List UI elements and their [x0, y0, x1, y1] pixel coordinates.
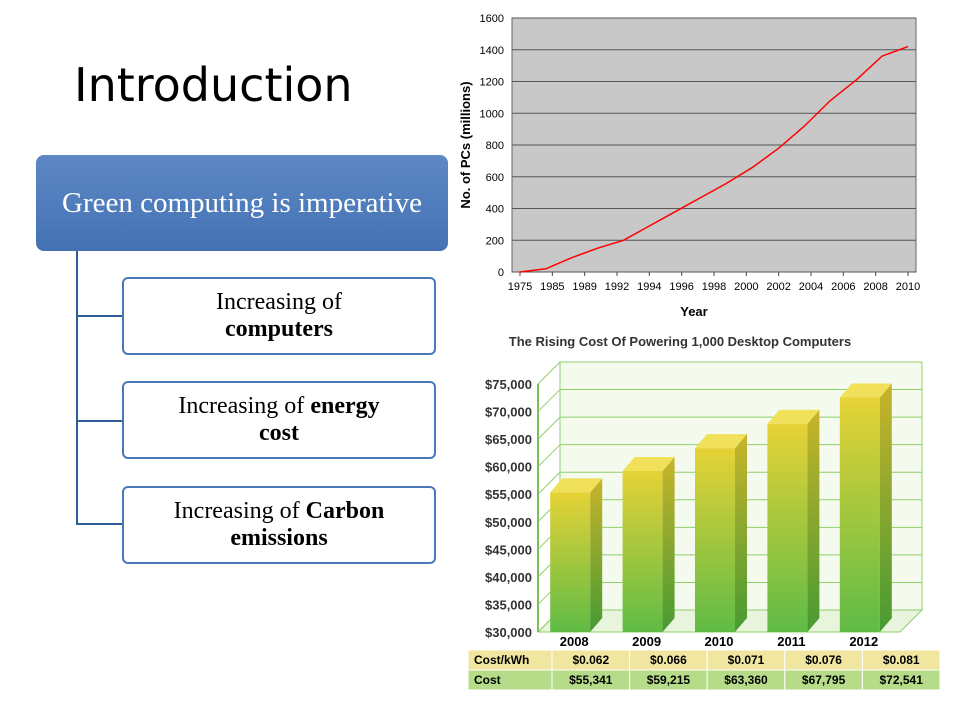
y-tick-label: $75,000: [485, 377, 532, 392]
powering-cost-bar-chart: The Rising Cost Of Powering 1,000 Deskto…: [467, 334, 940, 691]
bar-side: [807, 409, 820, 632]
table-row-label: Cost: [474, 673, 501, 687]
x-tick-label: 1994: [637, 281, 661, 293]
x-tick-label: 1992: [605, 281, 629, 293]
pc-growth-line-chart: 0 200 400 600 800 1000 1200 1400 1600 1975 1985 198…: [458, 13, 920, 319]
table-cell-value: $59,215: [647, 673, 691, 687]
slide-title: Introduction: [74, 58, 353, 112]
x-tick-label: 1985: [540, 281, 564, 293]
connector-branch-2: [76, 420, 122, 422]
bar-top: [695, 434, 747, 449]
child-node-bold-text: energy: [310, 393, 380, 419]
y-tick-label: 1000: [480, 108, 504, 120]
bar: [550, 492, 591, 632]
y-tick-label: 1600: [480, 13, 504, 25]
x-tick-label: 2004: [799, 281, 823, 293]
y-tick-label: 600: [486, 172, 504, 184]
y-tick-label: $40,000: [485, 570, 532, 585]
y-tick-label: $30,000: [485, 625, 532, 640]
table-cell-value: $72,541: [880, 673, 924, 687]
y-axis-label: No. of PCs (millions): [458, 81, 473, 208]
y-tick-label: $35,000: [485, 597, 532, 612]
y-tick-label: 400: [486, 204, 504, 216]
connector-vertical: [76, 251, 78, 524]
table-cell-value: $0.076: [805, 653, 842, 667]
y-tick-label: $50,000: [485, 515, 532, 530]
child-node-computers: Increasing of computers: [122, 277, 436, 355]
child-node-bold-text: computers: [225, 316, 333, 342]
child-node-energy-cost: Increasing of energy cost: [122, 381, 436, 459]
gridline-side: [537, 471, 561, 495]
x-tick-label: 2011: [777, 634, 805, 649]
y-tick-label: $55,000: [485, 487, 532, 502]
y-tick-label: 800: [486, 140, 504, 152]
gridline-side: [537, 361, 561, 385]
y-tick-label: 1200: [480, 77, 504, 89]
child-node-bold-text: Carbon: [305, 498, 385, 524]
child-node-text: Increasing of: [216, 289, 342, 315]
y-tick-label: $65,000: [485, 432, 532, 447]
x-tick-label: 1989: [572, 281, 596, 293]
y-tick-label: $45,000: [485, 542, 532, 557]
hierarchy-diagram: Green computing is imperative Increasing…: [36, 155, 456, 575]
bar-top: [622, 456, 675, 471]
x-tick-label: 2009: [632, 634, 661, 649]
x-axis-label: Year: [680, 304, 707, 319]
bar: [767, 423, 808, 632]
bar-top: [550, 478, 603, 493]
root-node: Green computing is imperative: [36, 155, 448, 251]
bar-side: [735, 434, 747, 632]
table-row-label: Cost/kWh: [474, 653, 529, 667]
table-cell-value: $0.062: [572, 653, 609, 667]
bar-side: [590, 478, 603, 632]
gridline-side: [537, 416, 561, 440]
child-node-carbon-emissions: Increasing of Carbon emissions: [122, 486, 436, 564]
x-tick-label: 2010: [705, 634, 734, 649]
child-node-bold-text: cost: [259, 420, 299, 446]
y-tick-label: $70,000: [485, 405, 532, 420]
bar: [695, 448, 735, 632]
table-cell-value: $0.071: [728, 653, 765, 667]
x-tick-label: 2010: [896, 281, 920, 293]
x-tick-label: 1996: [669, 281, 693, 293]
bar: [839, 397, 880, 632]
y-tick-label: $60,000: [485, 460, 532, 475]
gridline-side: [537, 444, 561, 468]
x-tick-label: 1998: [702, 281, 726, 293]
connector-branch-1: [76, 315, 122, 317]
x-tick-label: 1975: [508, 281, 532, 293]
series-line: [519, 45, 909, 273]
y-tick-label: 0: [498, 267, 504, 279]
bar: [622, 470, 663, 632]
x-tick-label: 2000: [734, 281, 758, 293]
bar-top: [839, 383, 892, 398]
connector-branch-3: [76, 523, 122, 525]
x-tick-label: 2012: [849, 634, 878, 649]
y-tick-label: 1400: [480, 45, 504, 57]
x-tick-label: 2008: [863, 281, 887, 293]
table-cell-value: $67,795: [802, 673, 846, 687]
child-node-bold-text: emissions: [230, 525, 328, 551]
x-tick-label: 2008: [560, 634, 589, 649]
child-node-text: Increasing of: [178, 393, 305, 419]
table-cell-value: $63,360: [724, 673, 768, 687]
table-cell-value: $0.081: [883, 653, 920, 667]
x-tick-label: 2006: [831, 281, 855, 293]
table-cell-value: $55,341: [569, 673, 613, 687]
bar-side: [662, 456, 675, 632]
table-cell-value: $0.066: [650, 653, 687, 667]
bar-side: [879, 383, 892, 632]
x-tick-label: 2002: [766, 281, 790, 293]
bar-top: [767, 409, 820, 424]
chart-title: The Rising Cost Of Powering 1,000 Deskto…: [509, 334, 851, 349]
child-node-text: Increasing of: [173, 498, 300, 524]
y-tick-label: 200: [486, 235, 504, 247]
gridline-side: [537, 389, 561, 412]
